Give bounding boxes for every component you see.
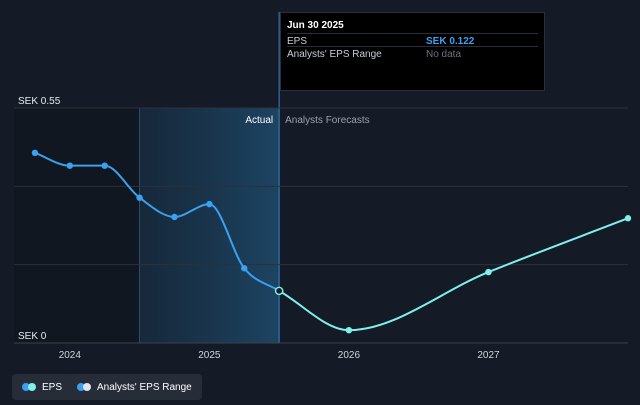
y-tick-label: SEK 0.55 — [18, 96, 61, 107]
series-line-eps-forecast — [278, 217, 629, 332]
tooltip-eps-value: SEK 0.122 — [426, 36, 475, 47]
x-tick-label: 2024 — [59, 350, 82, 361]
data-point — [206, 200, 213, 208]
eps-legend-swatch-icon — [22, 383, 36, 391]
tooltip-title: Jun 30 2025 — [287, 20, 344, 31]
y-tick-label: SEK 0 — [18, 331, 47, 342]
data-point — [171, 213, 178, 221]
actual-region-label: Actual — [245, 115, 273, 126]
highlight-region — [139, 108, 280, 343]
legend-item-eps-range[interactable]: Analysts' EPS Range — [67, 374, 202, 400]
legend-item-eps[interactable]: EPS — [12, 374, 73, 400]
tooltip-row-range: Analysts' EPS Range No data — [287, 46, 538, 60]
data-point — [624, 215, 632, 222]
tooltip: Jun 30 2025 EPS SEK 0.122 Analysts' EPS … — [280, 12, 545, 91]
tooltip-range-label: Analysts' EPS Range — [287, 49, 382, 60]
legend-eps-label: EPS — [42, 381, 63, 393]
data-point — [241, 265, 248, 272]
data-point — [101, 162, 108, 169]
forecast-region-label: Analysts Forecasts — [285, 115, 369, 126]
eps-range-legend-swatch-icon — [77, 383, 91, 391]
data-point — [345, 326, 353, 334]
x-tick-label: 2027 — [477, 350, 500, 361]
data-point — [485, 268, 492, 276]
data-point — [136, 194, 143, 201]
data-point — [274, 286, 284, 296]
legend-eps-range-label: Analysts' EPS Range — [97, 381, 192, 393]
data-point — [31, 149, 39, 157]
series-line-eps — [33, 151, 281, 292]
tooltip-eps-label: EPS — [287, 36, 308, 47]
tooltip-row-eps: EPS SEK 0.122 — [287, 33, 538, 47]
x-tick-label: 2025 — [198, 350, 221, 361]
data-point — [66, 162, 74, 169]
tooltip-range-value: No data — [426, 49, 462, 60]
x-tick-label: 2026 — [338, 350, 361, 361]
